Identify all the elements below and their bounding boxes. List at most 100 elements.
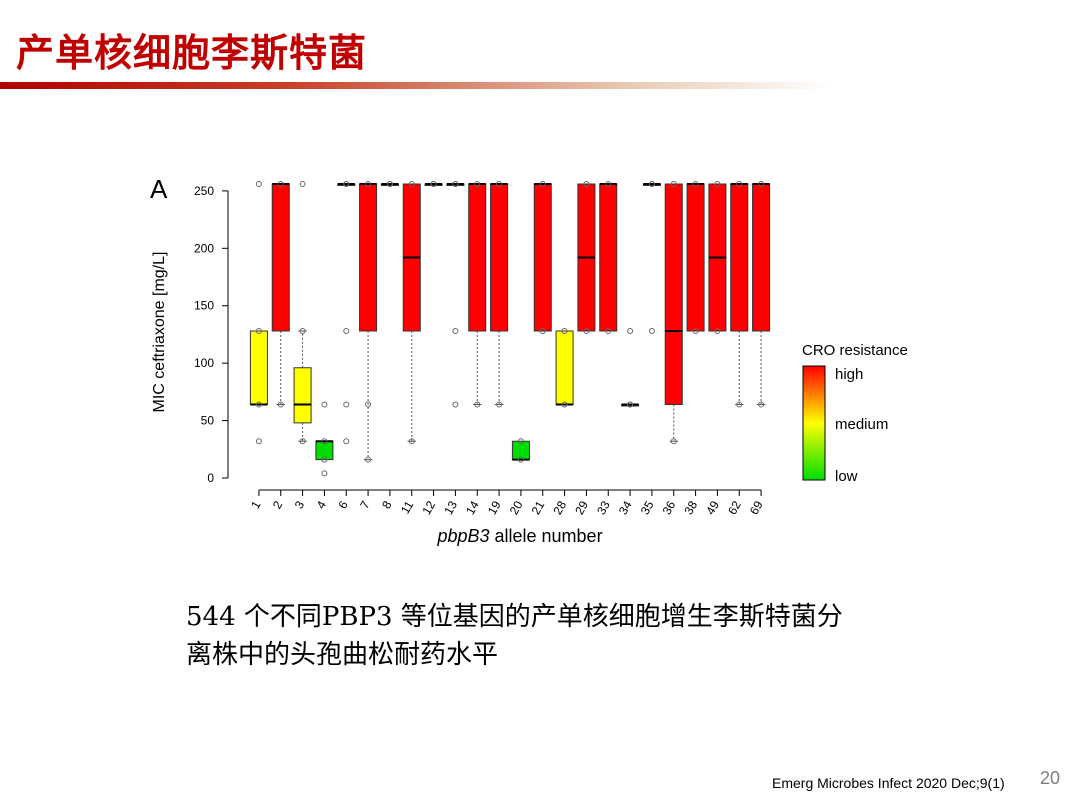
y-tick-label: 150 — [194, 299, 214, 313]
data-point — [692, 181, 699, 187]
panel-label: A — [150, 174, 168, 204]
box-group-36 — [664, 181, 683, 445]
box — [359, 183, 378, 332]
box — [293, 367, 312, 424]
y-tick-label: 50 — [201, 414, 215, 428]
outlier-point — [299, 181, 306, 187]
x-tick-label: 20 — [507, 498, 526, 517]
box — [730, 183, 749, 332]
legend: CRO resistance high medium low — [802, 342, 908, 485]
x-tick-label: 14 — [463, 498, 482, 517]
caption-line-1: 544 个不同PBP3 等位基因的产单核细胞增生李斯特菌分 — [186, 602, 843, 632]
boxes-group — [249, 181, 771, 477]
y-tick-label: 250 — [194, 184, 214, 198]
data-point — [539, 328, 546, 334]
box-group-28 — [555, 328, 574, 408]
caption-line-2: 离株中的头孢曲松耐药水平 — [186, 640, 499, 670]
data-point — [714, 328, 721, 334]
box-group-62 — [730, 181, 749, 408]
box-group-12 — [424, 181, 443, 187]
data-point — [408, 181, 415, 187]
data-point — [386, 181, 393, 187]
box — [752, 183, 771, 332]
legend-title: CRO resistance — [802, 342, 908, 359]
box — [271, 183, 290, 332]
data-point — [343, 181, 350, 187]
x-tick-label: 38 — [681, 498, 700, 517]
x-tick-label: 2 — [270, 498, 286, 511]
outlier-point — [648, 328, 655, 334]
x-tick-label: 1 — [248, 498, 264, 511]
legend-label-high: high — [835, 366, 863, 383]
box — [468, 183, 487, 332]
data-point — [299, 328, 306, 334]
slide-title: 产单核细胞李斯特菌 — [16, 31, 368, 75]
x-tick-label: 33 — [594, 498, 613, 517]
data-point — [736, 401, 743, 408]
x-tick-label: 49 — [703, 498, 722, 517]
data-point — [561, 401, 568, 408]
y-tick-label: 0 — [207, 471, 214, 485]
x-tick-label: 36 — [660, 498, 679, 517]
data-point — [474, 401, 481, 408]
box-group-2 — [271, 181, 290, 408]
data-point — [627, 401, 634, 408]
x-tick-label: 8 — [379, 498, 395, 511]
outlier-point — [255, 438, 262, 445]
data-point — [561, 328, 568, 334]
y-tick-label: 100 — [194, 356, 214, 370]
data-point — [605, 328, 612, 334]
x-tick-label: 69 — [747, 498, 766, 517]
data-point — [583, 181, 590, 187]
box — [599, 183, 618, 332]
outlier-point — [452, 401, 459, 408]
data-point — [517, 438, 524, 445]
data-point — [321, 456, 328, 463]
box-group-6 — [337, 181, 356, 445]
box-group-13 — [446, 181, 465, 408]
outlier-point — [321, 401, 328, 408]
outlier-point — [343, 328, 350, 334]
box — [490, 183, 509, 332]
title-underline — [0, 82, 830, 89]
x-tick-label: 11 — [398, 498, 417, 516]
data-point — [670, 438, 677, 445]
legend-label-medium: medium — [835, 416, 888, 433]
y-axis: 0 50 100 150 200 250 — [194, 184, 229, 485]
outlier-point — [627, 328, 634, 334]
data-point — [474, 181, 481, 187]
x-axis: 1 2 3 4 6 7 8 11 12 13 14 19 20 21 28 29 33 34 35 36 38 49 62 6… — [248, 489, 766, 517]
x-tick-label: 62 — [725, 498, 744, 517]
x-tick-label: 7 — [357, 498, 373, 511]
x-axis-label-rest: allele number — [490, 526, 603, 546]
x-tick-label: 6 — [335, 498, 351, 511]
outlier-point — [321, 470, 328, 477]
x-tick-label: 13 — [441, 498, 460, 517]
data-point — [299, 438, 306, 445]
x-tick-label: 35 — [638, 498, 657, 517]
box — [555, 330, 574, 405]
data-point — [714, 181, 721, 187]
box — [249, 330, 268, 405]
slide-caption: 544 个不同PBP3 等位基因的产单核细胞增生李斯特菌分 离株中的头孢曲松耐药… — [186, 598, 946, 674]
outlier-point — [343, 401, 350, 408]
data-point — [430, 181, 437, 187]
data-point — [648, 181, 655, 187]
data-point — [255, 401, 262, 408]
box-group-69 — [752, 181, 771, 408]
x-tick-label: 12 — [419, 498, 438, 517]
data-point — [277, 401, 284, 408]
box — [686, 183, 705, 332]
mic-boxplot-chart: A MIC ceftriaxone [mg/L] 0 50 100 150 200 250… — [150, 174, 908, 546]
legend-color-scale — [802, 365, 826, 481]
box-group-3 — [293, 181, 312, 445]
x-tick-label: 34 — [616, 498, 635, 517]
data-point — [496, 181, 503, 187]
x-tick-label: 28 — [550, 498, 569, 517]
box-group-7 — [359, 181, 378, 463]
data-point — [496, 401, 503, 408]
box-group-34 — [621, 328, 640, 408]
x-tick-label: 29 — [572, 498, 591, 517]
box-group-11 — [402, 181, 421, 445]
x-axis-label: pbpB3 allele number — [436, 526, 602, 546]
